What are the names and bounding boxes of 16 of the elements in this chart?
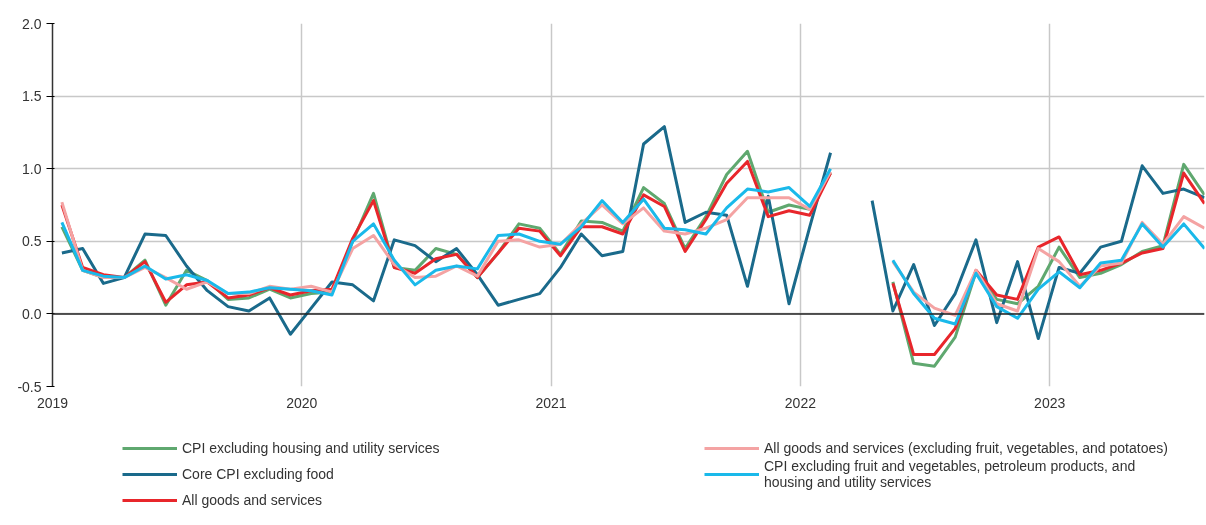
y-tick-label: 1.5	[22, 88, 42, 105]
y-tick-label: -0.5	[17, 378, 42, 395]
legend-label: CPI excluding fruit and vegetables, petroleum products, and housing and utility services	[764, 458, 1137, 490]
legend-label: CPI excluding housing and utility services	[182, 440, 441, 456]
y-tick-label: 0.5	[22, 233, 42, 250]
legend-label: All goods and services	[182, 492, 324, 508]
x-tick-label: 2019	[36, 394, 69, 411]
x-tick-label: 2020	[286, 394, 318, 411]
y-tick-label: 1.0	[22, 160, 42, 177]
x-tick-label: 2022	[784, 394, 817, 411]
y-tick-label: 0.0	[22, 305, 42, 322]
legend-label: Core CPI excluding food	[182, 466, 335, 482]
x-tick-label: 2021	[535, 394, 567, 411]
legend-label: All goods and services (excluding fruit, vegetables, and potatoes)	[764, 440, 1169, 456]
x-tick-label: 2023	[1034, 394, 1066, 411]
y-tick-label: 2.0	[22, 15, 42, 32]
